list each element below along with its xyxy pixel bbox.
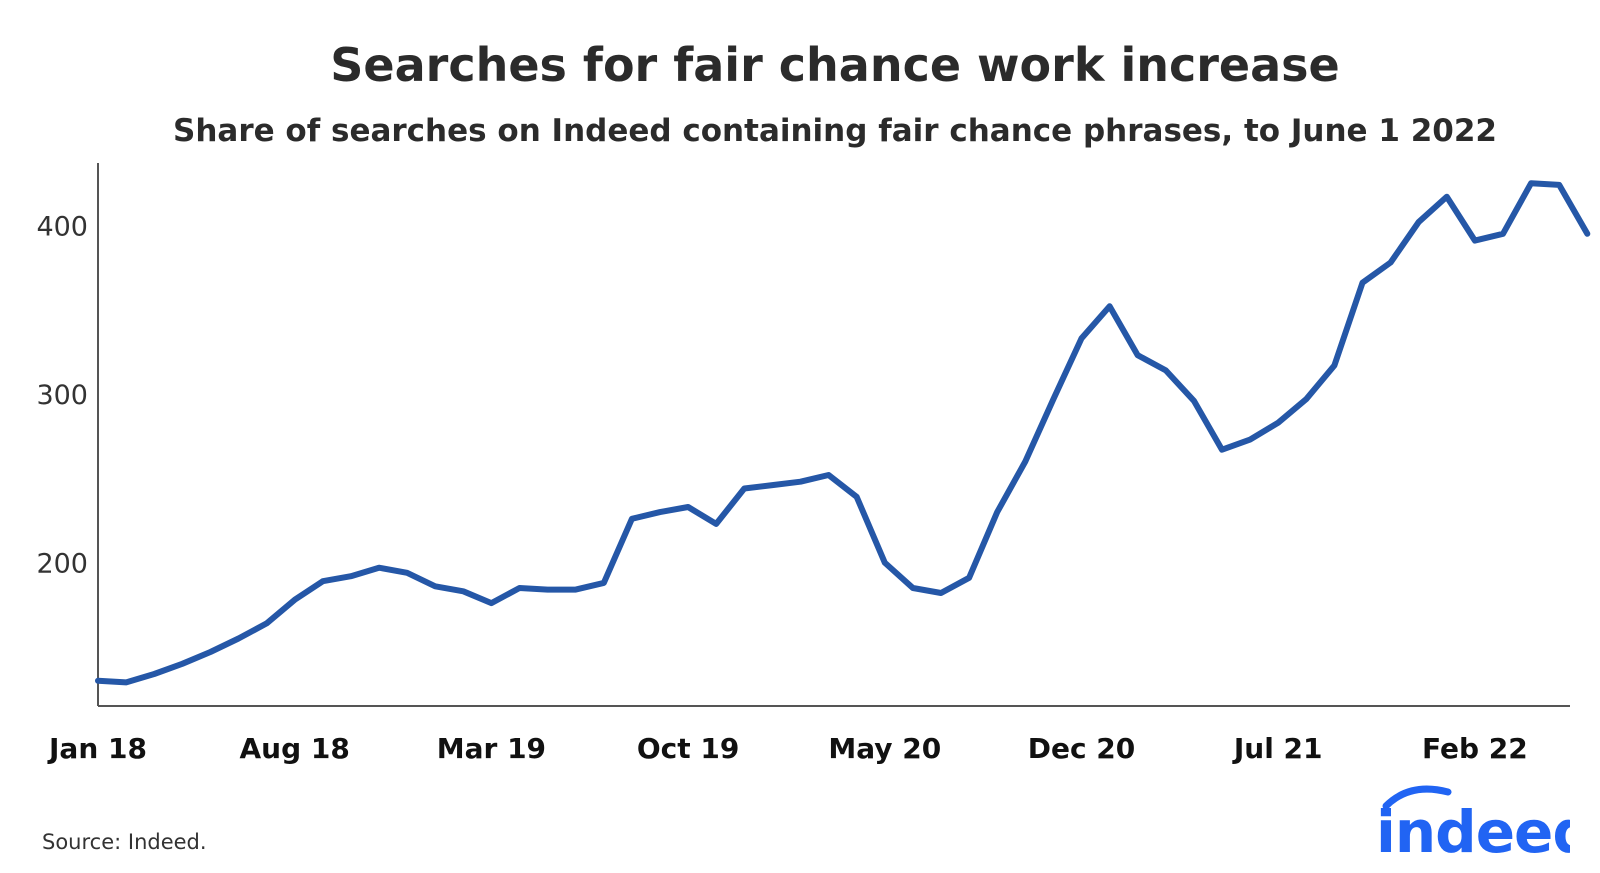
logo-wordmark: indeed — [1376, 798, 1570, 866]
series-line — [95, 180, 1591, 686]
x-tick-label: Feb 22 — [1422, 732, 1528, 765]
x-tick-label: Oct 19 — [637, 732, 740, 765]
logo-arc — [1382, 785, 1452, 810]
source-note: Source: Indeed. — [42, 830, 207, 854]
chart-title: Searches for fair chance work increase — [330, 38, 1340, 92]
y-axis-ticks: 200 300 400 — [36, 211, 88, 579]
y-tick-label: 400 — [36, 211, 88, 242]
x-tick-label: Mar 19 — [437, 732, 546, 765]
y-tick-label: 300 — [36, 380, 88, 411]
y-tick-label: 200 — [36, 549, 88, 580]
chart-subtitle: Share of searches on Indeed containing f… — [173, 113, 1497, 149]
x-tick-label: Jul 21 — [1232, 732, 1323, 765]
indeed-logo: indeed — [1376, 785, 1570, 866]
x-tick-label: Dec 20 — [1028, 732, 1136, 765]
x-tick-label: Aug 18 — [240, 732, 350, 765]
x-tick-label: Jan 18 — [47, 732, 147, 765]
x-axis-ticks: Jan 18 Aug 18 Mar 19 Oct 19 May 20 Dec 20 Jul … — [47, 732, 1528, 765]
x-tick-label: May 20 — [828, 732, 941, 765]
